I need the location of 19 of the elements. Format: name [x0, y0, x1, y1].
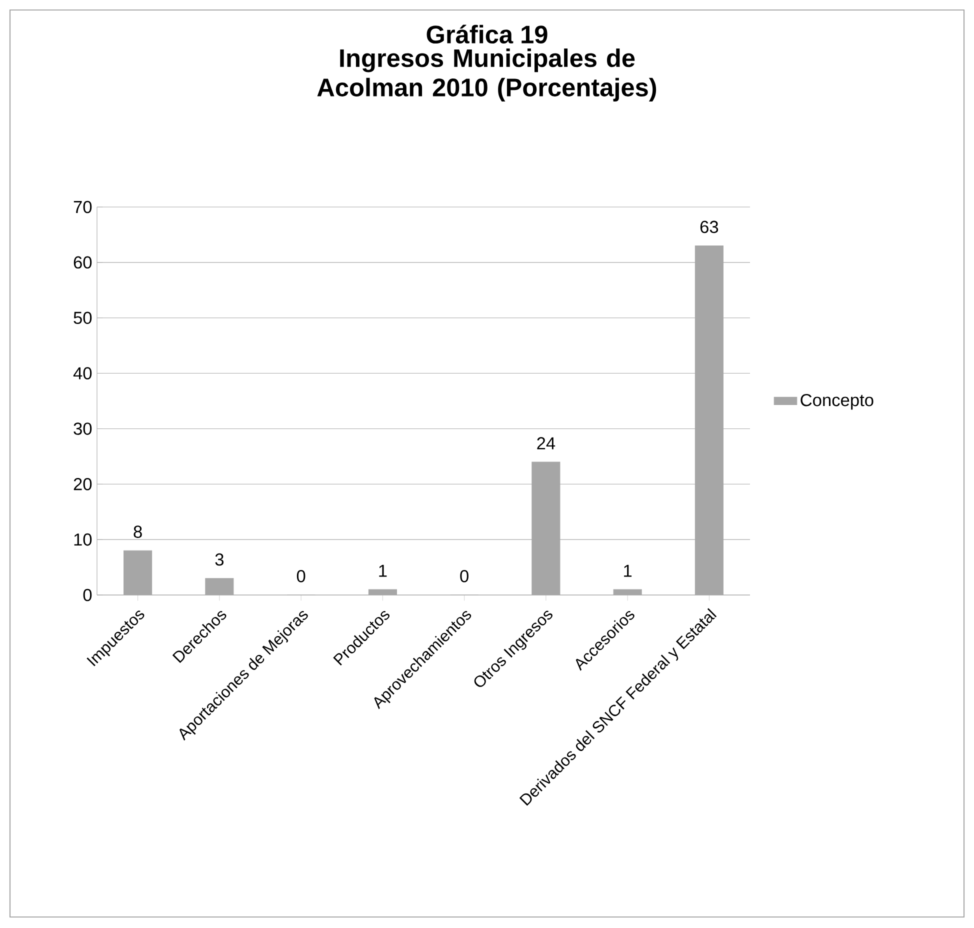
- y-tick-label: 60: [74, 256, 92, 269]
- y-tick-label: 20: [74, 478, 92, 490]
- chart-title: Gráfica 19: [426, 24, 548, 44]
- chart-subtitle: Ingresos Municipales de Acolman 2010 (Porcentajes): [317, 48, 656, 102]
- data-label: 1: [624, 564, 632, 577]
- y-tick-label: 30: [74, 422, 92, 435]
- data-label: 0: [296, 570, 306, 582]
- data-label: 63: [700, 220, 718, 234]
- y-tick-label: 50: [74, 312, 92, 324]
- y-tick-label: 40: [73, 367, 92, 380]
- data-label: 8: [134, 526, 142, 538]
- data-label: 3: [215, 553, 224, 566]
- data-label: 24: [537, 437, 556, 450]
- y-tick-label: 70: [74, 200, 92, 214]
- y-tick-label: 10: [74, 533, 92, 546]
- data-label: 0: [460, 570, 468, 582]
- y-tick-label: 0: [83, 588, 92, 602]
- data-label: 1: [379, 564, 387, 577]
- legend-label: Concepto: [800, 394, 874, 410]
